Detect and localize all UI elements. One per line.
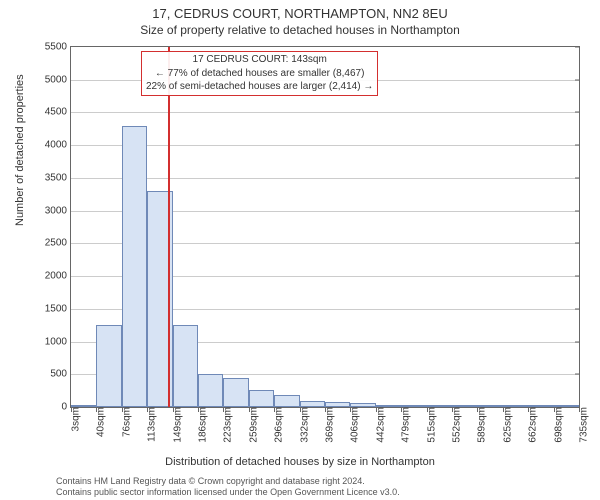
x-tick-label: 3sqm <box>69 407 82 431</box>
y-tick-mark <box>575 112 580 113</box>
x-tick-label: 698sqm <box>551 407 564 443</box>
y-tick-mark <box>575 145 580 146</box>
x-tick-label: 369sqm <box>323 407 336 443</box>
reference-line <box>168 47 170 407</box>
y-tick-mark <box>575 79 580 80</box>
grid-line <box>71 112 579 113</box>
x-tick-label: 149sqm <box>170 407 183 443</box>
y-tick-label: 1500 <box>45 303 71 314</box>
histogram-bar <box>223 378 248 407</box>
y-tick-mark <box>575 276 580 277</box>
histogram-bar <box>96 325 121 407</box>
annotation-box: 17 CEDRUS COURT: 143sqm← 77% of detached… <box>141 51 378 96</box>
y-tick-mark <box>575 177 580 178</box>
x-axis-label: Distribution of detached houses by size … <box>0 456 600 468</box>
annotation-line: ← 77% of detached houses are smaller (8,… <box>146 67 373 81</box>
x-tick-label: 625sqm <box>500 407 513 443</box>
footer-line: Contains HM Land Registry data © Crown c… <box>56 476 400 487</box>
footer-text: Contains HM Land Registry data © Crown c… <box>56 476 400 498</box>
y-tick-label: 5500 <box>45 42 71 53</box>
histogram-bar <box>173 325 198 407</box>
x-tick-label: 406sqm <box>348 407 361 443</box>
x-tick-label: 442sqm <box>373 407 386 443</box>
x-tick-label: 479sqm <box>399 407 412 443</box>
y-tick-label: 5000 <box>45 74 71 85</box>
histogram-bar <box>198 374 223 407</box>
histogram-bar <box>122 126 147 407</box>
histogram-bar <box>274 395 299 407</box>
y-tick-label: 1000 <box>45 336 71 347</box>
y-tick-mark <box>575 210 580 211</box>
x-tick-label: 552sqm <box>450 407 463 443</box>
x-tick-label: 40sqm <box>94 407 107 437</box>
grid-line <box>71 178 579 179</box>
y-tick-mark <box>575 47 580 48</box>
chart-container: 17, CEDRUS COURT, NORTHAMPTON, NN2 8EU S… <box>0 0 600 500</box>
x-tick-label: 589sqm <box>475 407 488 443</box>
x-tick-label: 332sqm <box>297 407 310 443</box>
y-tick-label: 3000 <box>45 205 71 216</box>
chart-subtitle: Size of property relative to detached ho… <box>0 21 600 37</box>
y-tick-mark <box>575 308 580 309</box>
x-tick-label: 735sqm <box>577 407 590 443</box>
histogram-bar <box>249 390 274 407</box>
grid-line <box>71 145 579 146</box>
y-axis-label: Number of detached properties <box>14 74 26 226</box>
annotation-line: 22% of semi-detached houses are larger (… <box>146 80 373 94</box>
y-tick-label: 500 <box>50 369 71 380</box>
plot-area: 0500100015002000250030003500400045005000… <box>70 46 580 408</box>
x-tick-label: 515sqm <box>424 407 437 443</box>
x-tick-label: 662sqm <box>526 407 539 443</box>
x-tick-label: 76sqm <box>119 407 132 437</box>
y-tick-mark <box>575 374 580 375</box>
y-tick-mark <box>575 341 580 342</box>
footer-line: Contains public sector information licen… <box>56 487 400 498</box>
x-tick-label: 113sqm <box>145 407 158 442</box>
y-tick-label: 4500 <box>45 107 71 118</box>
x-tick-label: 296sqm <box>272 407 285 443</box>
x-tick-label: 223sqm <box>221 407 234 443</box>
y-tick-label: 2500 <box>45 238 71 249</box>
y-tick-label: 4000 <box>45 140 71 151</box>
chart-title: 17, CEDRUS COURT, NORTHAMPTON, NN2 8EU <box>0 0 600 21</box>
x-tick-label: 186sqm <box>196 407 209 443</box>
y-tick-mark <box>575 243 580 244</box>
annotation-line: 17 CEDRUS COURT: 143sqm <box>146 53 373 67</box>
x-tick-label: 259sqm <box>246 407 259 443</box>
y-tick-label: 2000 <box>45 271 71 282</box>
y-tick-label: 3500 <box>45 172 71 183</box>
